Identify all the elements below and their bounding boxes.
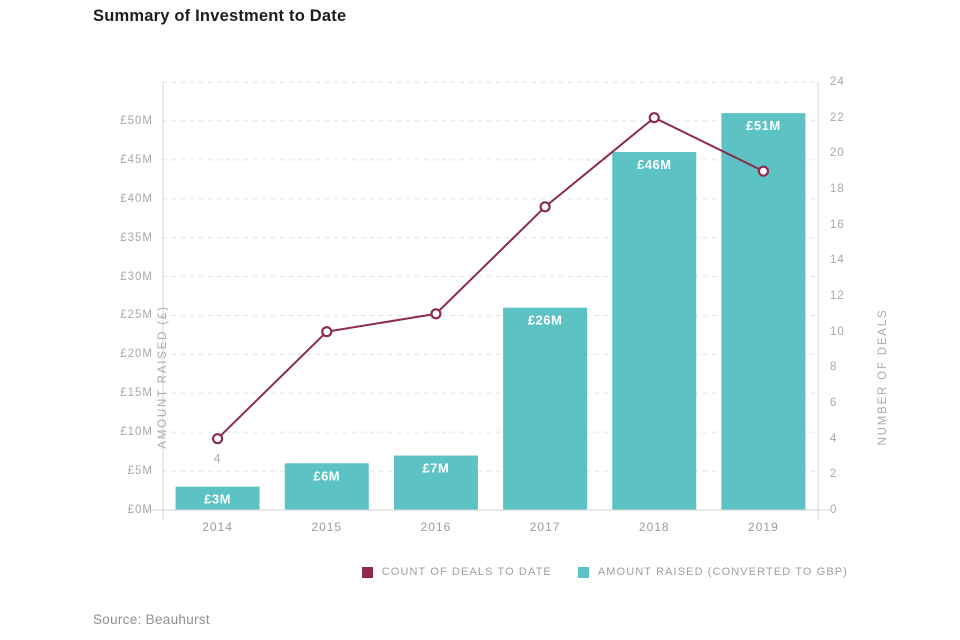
bar-2016: [393, 455, 478, 510]
left-axis-tick: £45M: [120, 153, 153, 166]
deals-point-2019: [757, 165, 770, 177]
amount-series-swatch: [577, 566, 589, 578]
left-axis-tick: £15M: [120, 387, 153, 400]
right-axis-tick: 6: [830, 397, 838, 409]
deals-line: [216, 116, 764, 440]
left-axis-tick: £25M: [120, 309, 153, 322]
right-axis-tick: 12: [830, 290, 845, 302]
left-axis-tick: £35M: [120, 231, 153, 244]
right-axis-tick: 16: [830, 218, 845, 231]
chart-legend: COUNT OF DEALS TO DATE AMOUNT RAISED (CO…: [361, 566, 848, 578]
right-axis-tick: 8: [830, 361, 838, 374]
right-axis-tick: 0: [830, 504, 838, 516]
right-axis-title: NUMBER OF DEALS: [877, 308, 889, 446]
chart-plot-area: £3M £6M £7M £26M £46M £51M 4 AMOUNT RAISED (£)…: [120, 76, 889, 534]
right-axis-tick: 4: [830, 432, 838, 445]
right-axis-tick: 14: [830, 254, 845, 267]
right-axis-tick: 24: [830, 76, 845, 88]
left-axis-title: AMOUNT RAISED (£): [157, 305, 169, 449]
left-axis-tick: £0M: [127, 504, 153, 516]
bar-2015: [284, 463, 369, 510]
legend-item-deals: COUNT OF DEALS TO DATE: [361, 566, 552, 578]
legend-label-deals: COUNT OF DEALS TO DATE: [381, 566, 552, 578]
left-axis-tick: £10M: [120, 426, 153, 439]
x-axis-label-2016: 2016: [420, 520, 452, 534]
bar-label-2016: £7M: [423, 461, 450, 476]
legend-label-amount: AMOUNT RAISED (CONVERTED TO GBP): [597, 566, 848, 578]
deals-point-2014: [211, 433, 224, 445]
right-axis-tick: 20: [830, 147, 845, 160]
bar-label-2019: £51M: [746, 118, 781, 133]
point-annotation: 4: [214, 452, 222, 466]
left-axis-tick: £5M: [127, 465, 153, 478]
deals-point-2018: [648, 112, 660, 124]
bar-2019: [721, 113, 806, 511]
bar-label-2014: £3M: [204, 492, 231, 507]
x-axis-label-2018: 2018: [638, 520, 670, 534]
x-axis-label-2014: 2014: [202, 520, 233, 534]
right-axis-tick: 10: [830, 325, 845, 338]
deals-point-2016: [430, 308, 442, 320]
deals-point-2015: [321, 326, 333, 338]
bar-label-2017: £26M: [528, 313, 563, 328]
bar-label-2015: £6M: [313, 468, 340, 483]
x-axis-label-2019: 2019: [748, 520, 779, 534]
deals-series-swatch: [361, 566, 373, 578]
x-axis-label-2015: 2015: [311, 520, 343, 534]
right-axis-tick: 2: [830, 468, 838, 481]
chart-canvas: £3M £6M £7M £26M £46M £51M 4: [149, 81, 830, 519]
chart-title: Summary of Investment to Date: [93, 7, 347, 25]
right-axis-tick: 18: [830, 183, 845, 195]
left-axis-tick: £30M: [120, 270, 153, 283]
deals-point-2017: [539, 201, 551, 213]
bar-2017: [503, 307, 588, 510]
source-attribution: Source: Beauhurst: [93, 612, 210, 627]
left-axis-tick: £50M: [120, 114, 153, 127]
legend-item-amount: AMOUNT RAISED (CONVERTED TO GBP): [577, 566, 848, 578]
left-axis-tick: £40M: [120, 192, 153, 205]
x-axis-label-2017: 2017: [529, 520, 561, 534]
bar-2014: [175, 486, 260, 510]
right-axis-tick: 22: [830, 111, 845, 124]
bar-label-2018: £46M: [637, 157, 672, 172]
left-axis-tick: £20M: [120, 348, 153, 361]
bar-2018: [612, 152, 697, 510]
